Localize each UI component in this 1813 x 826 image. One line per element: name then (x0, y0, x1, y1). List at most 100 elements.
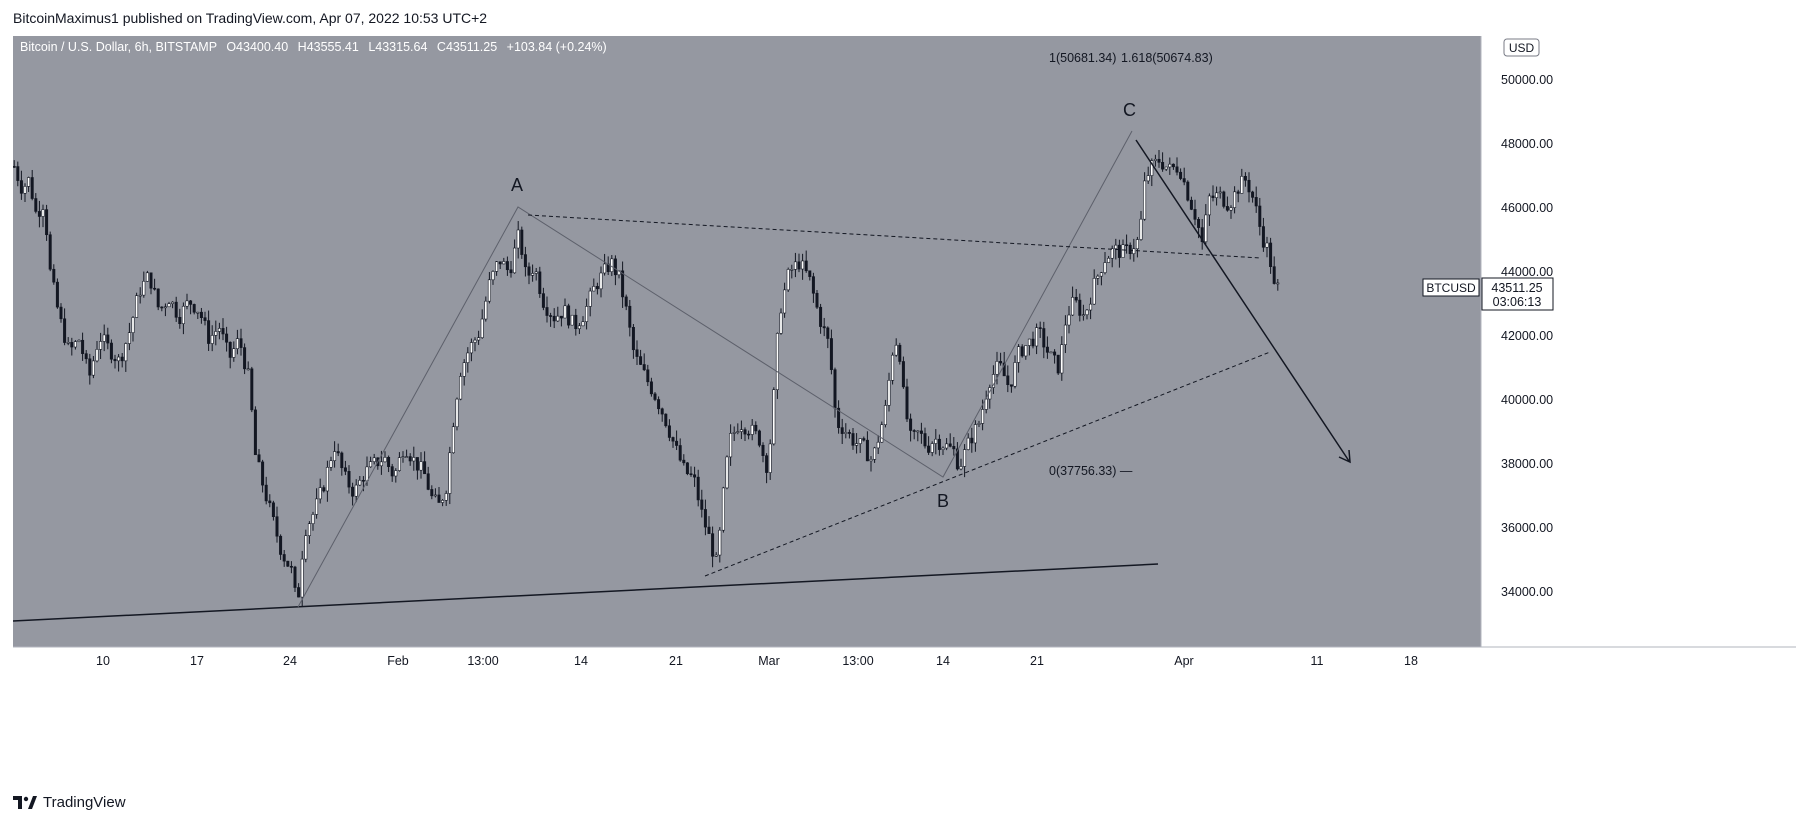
candle-body-up (880, 424, 884, 443)
candle (703, 499, 707, 536)
candle (408, 453, 412, 466)
candle-body-down (1171, 163, 1175, 168)
candle-body-down (109, 342, 113, 360)
candle (696, 469, 700, 507)
candle-body-up (1218, 191, 1222, 194)
fib-level-0[interactable]: 0(37756.33) — (1049, 464, 1133, 478)
candle (642, 353, 646, 372)
chart-pane[interactable] (13, 36, 1481, 647)
candle-body-up (73, 341, 77, 348)
candle-body-up (441, 500, 445, 503)
candle-body-down (761, 444, 765, 456)
candle (30, 169, 34, 201)
candle (819, 303, 823, 334)
candle (1013, 355, 1017, 389)
candle (660, 407, 664, 422)
candle-body-up (185, 300, 189, 307)
candle-body-down (822, 326, 826, 329)
candle-body-down (1056, 354, 1060, 374)
ticker-label[interactable]: BTCUSD (1422, 278, 1480, 297)
candle-body-down (912, 430, 916, 432)
candle-body-up (894, 344, 898, 356)
candle-body-down (343, 467, 347, 472)
candle-body-up (444, 493, 448, 501)
candle-body-down (757, 430, 761, 446)
candle-body-down (646, 369, 650, 383)
candle-body-down (1009, 384, 1013, 387)
candle-body-up (95, 349, 99, 362)
price-axis[interactable] (1481, 36, 1796, 647)
dashed-lower-line[interactable] (704, 351, 1271, 577)
candle-body-down (37, 211, 41, 217)
candle (1117, 239, 1121, 268)
candle-body-up (534, 271, 538, 274)
candle-body-up (397, 457, 401, 471)
time-tick-label: 10 (96, 654, 110, 668)
candle-body-up (480, 318, 484, 338)
time-tick-label: Feb (387, 654, 409, 668)
candle-body-down (747, 433, 751, 436)
candle (966, 433, 970, 451)
candle (869, 456, 873, 472)
candle-body-down (351, 486, 355, 497)
candle-body-up (1110, 248, 1114, 259)
candle (1269, 237, 1273, 274)
candle-body-down (221, 328, 225, 335)
wave-label-c[interactable]: C (1123, 100, 1136, 120)
time-axis[interactable] (13, 647, 1796, 783)
support-trendline[interactable] (13, 563, 1159, 622)
candle (581, 316, 585, 327)
time-tick-label: Apr (1174, 654, 1193, 668)
candle (1186, 180, 1190, 202)
candle-body-up (1067, 314, 1071, 326)
dashed-upper-line[interactable] (527, 214, 1262, 259)
price-chart[interactable]: A B C 1(50681.34) 1.618(50674.83) 0(3775… (13, 36, 1796, 783)
candle (797, 253, 801, 273)
fib-level-1618[interactable]: 1.618(50674.83) (1121, 51, 1213, 65)
candle-body-up (995, 361, 999, 375)
candle (556, 306, 560, 323)
candle-body-down (1179, 171, 1183, 179)
wave-label-a[interactable]: A (511, 175, 523, 195)
candle-body-down (711, 533, 715, 557)
candle (538, 266, 542, 298)
candle-body-up (959, 466, 963, 470)
candle (1207, 193, 1211, 226)
last-price-tag[interactable]: 43511.25 03:06:13 (1481, 277, 1554, 311)
candle (1261, 217, 1265, 252)
candle (999, 352, 1003, 366)
abc-zigzag[interactable] (297, 130, 1133, 608)
candle-body-up (484, 300, 488, 320)
projection-arrow-line[interactable] (1135, 139, 1350, 462)
ohlc-legend: Bitcoin / U.S. Dollar, 6h, BITSTAMP O434… (20, 40, 607, 54)
candle (592, 278, 596, 292)
fib-level-1[interactable]: 1(50681.34) (1049, 51, 1116, 65)
candle (858, 438, 862, 453)
candle (1143, 172, 1147, 221)
currency-badge[interactable]: USD (1503, 38, 1540, 57)
candle-body-up (469, 342, 473, 354)
candle (480, 309, 484, 339)
candle-body-up (401, 456, 405, 458)
candle (563, 298, 567, 319)
wave-label-b[interactable]: B (937, 491, 949, 511)
candle (397, 452, 401, 472)
candle-body-down (685, 462, 689, 475)
candle-body-up (315, 498, 319, 515)
candle (621, 261, 625, 308)
candle (235, 329, 239, 355)
candle (646, 364, 650, 387)
candle-body-up (1143, 180, 1147, 220)
candle (196, 311, 200, 319)
candle-body-down (243, 347, 247, 370)
candle (163, 303, 167, 317)
candle (541, 287, 545, 311)
candle-body-up (516, 229, 520, 249)
candle (167, 301, 171, 308)
candle-body-down (19, 180, 23, 194)
candle-body-up (610, 258, 614, 273)
candle-body-down (819, 306, 823, 327)
tradingview-footer[interactable]: TradingView (13, 794, 126, 811)
candle (520, 226, 524, 259)
candle-body-down (1211, 195, 1215, 198)
